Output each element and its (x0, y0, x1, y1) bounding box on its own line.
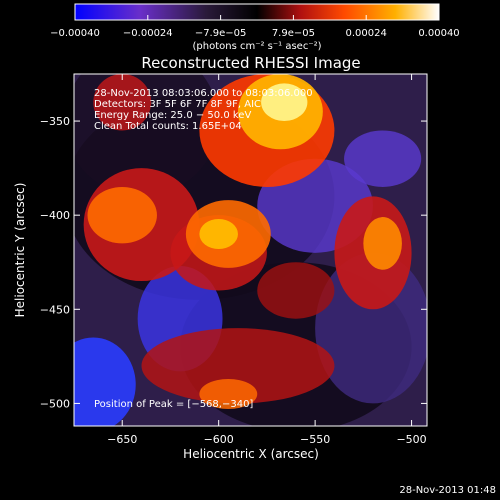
annotation-detectors: Detectors: 3F 5F 6F 7F 8F 9F, AIC (94, 99, 261, 110)
colorbar-unit-label: (photons cm⁻² s⁻¹ asec⁻²) (192, 41, 321, 52)
y-tick-label: −400 (40, 209, 70, 222)
emission-region (363, 217, 402, 270)
colorbar-gradient (74, 3, 440, 21)
x-axis-label: Heliocentric X (arcsec) (183, 447, 319, 461)
y-axis: −350 −400 −450 −500 (40, 115, 427, 410)
emission-region (93, 74, 152, 131)
emission-region (141, 328, 335, 404)
colorbar-tick-label: 0.00024 (346, 28, 387, 39)
colorbar: −0.00040 −0.00024 −7.9e−05 7.9e−05 0.00024 0.… (50, 3, 460, 52)
emission-region (261, 83, 308, 122)
colorbar-ticks: −0.00040 −0.00024 −7.9e−05 7.9e−05 0.00024 0.… (50, 15, 460, 39)
y-tick-label: −350 (40, 115, 70, 128)
heatmap-structure (74, 74, 427, 426)
x-tick-label: −650 (107, 433, 137, 446)
annotation-clean: Clean Total counts: 1.65E+04 (94, 121, 242, 132)
emission-region (74, 337, 136, 426)
colorbar-tick-label: −0.00024 (123, 28, 173, 39)
x-tick-label: −500 (396, 433, 426, 446)
heatmap-image (74, 74, 427, 426)
emission-region (257, 262, 335, 319)
colorbar-tick-label: −0.00040 (50, 28, 100, 39)
x-axis: −650 −600 −550 −500 (107, 74, 427, 446)
colorbar-tick-label: −7.9e−05 (195, 28, 247, 39)
emission-region (87, 186, 157, 244)
chart-title: Reconstructed RHESSI Image (141, 54, 360, 72)
annotation-block: 28-Nov-2013 08:03:06.000 to 08:03:06.000… (94, 88, 313, 410)
y-tick-label: −500 (40, 397, 70, 410)
colorbar-tick-label: 0.00040 (418, 28, 459, 39)
emission-region (199, 218, 238, 250)
emission-region (199, 378, 258, 410)
y-tick-label: −450 (40, 303, 70, 316)
annotation-peak-position: Position of Peak = [−568,−340] (94, 399, 253, 410)
y-axis-label: Heliocentric Y (arcsec) (13, 183, 27, 318)
timestamp: 28-Nov-2013 01:48 (399, 485, 496, 496)
annotation-energy: Energy Range: 25.0 − 50.0 keV (94, 110, 251, 121)
plot-frame (73, 73, 428, 427)
colorbar-tick-label: 7.9e−05 (272, 28, 315, 39)
annotation-time-range: 28-Nov-2013 08:03:06.000 to 08:03:06.000 (94, 88, 313, 99)
x-tick-label: −600 (204, 433, 234, 446)
emission-region (344, 130, 422, 187)
x-tick-label: −550 (300, 433, 330, 446)
